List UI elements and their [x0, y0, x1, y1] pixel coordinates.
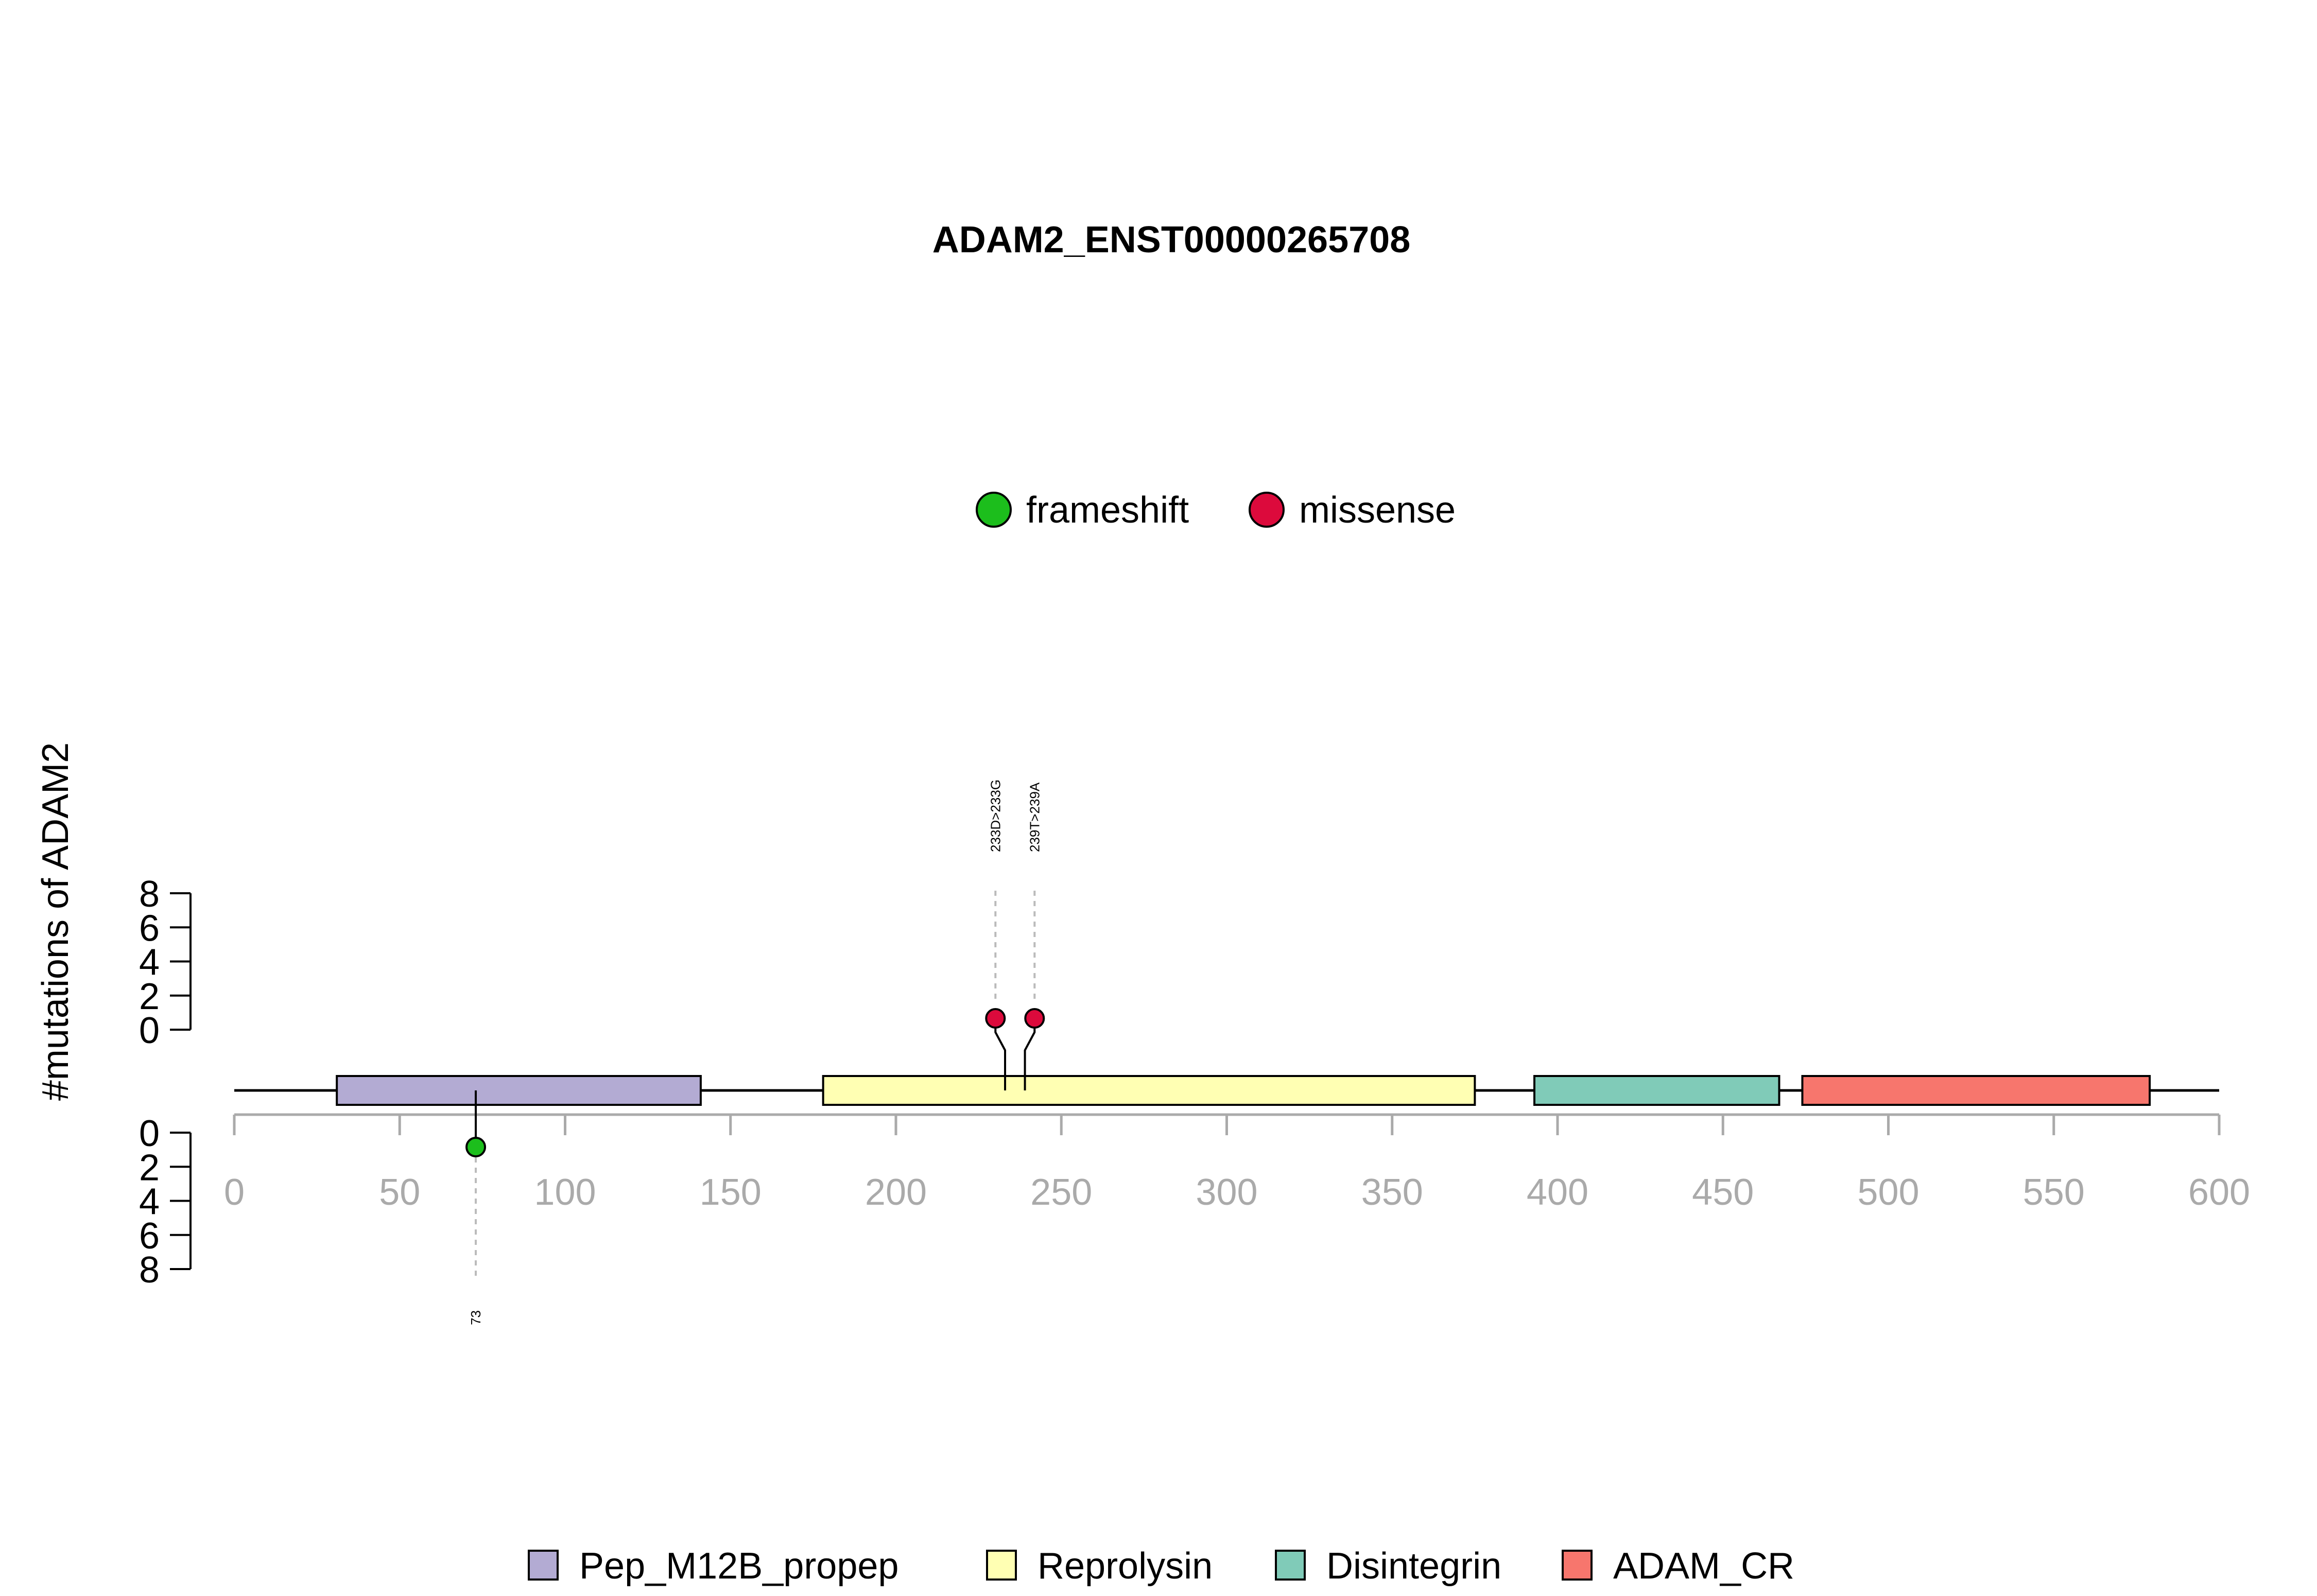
- y-tick-label: 2: [139, 1147, 160, 1188]
- legend-label-pep-m12b-propep: Pep_M12B_propep: [579, 1546, 898, 1587]
- legend-swatch-disintegrin: [1275, 1550, 1306, 1581]
- mutation-239T>239A: 239T>239A: [1024, 782, 1045, 1090]
- mutation-head: [1024, 1008, 1045, 1029]
- domain-disintegrin: [1533, 1075, 1780, 1106]
- x-axis: 0 50 100 150 200 250 300 350 400 450 500 550 600: [224, 1113, 2250, 1213]
- domain-legend: Pep_M12B_propep Reprolysin Disintegrin A…: [528, 1546, 1794, 1587]
- x-tick-label: 500: [1857, 1172, 1919, 1213]
- y-tick-label: 8: [139, 874, 160, 915]
- x-tick-label: 350: [1361, 1172, 1423, 1213]
- mutation-head: [465, 1137, 487, 1157]
- legend-swatch-pep-m12b-propep: [528, 1550, 559, 1581]
- y-tick-label: 4: [139, 942, 160, 983]
- domain-adam-cr: [1801, 1075, 2151, 1106]
- y-tick-label: 2: [139, 976, 160, 1017]
- x-tick-label: 200: [865, 1172, 927, 1213]
- y-tick-label: 6: [139, 1216, 160, 1257]
- y-tick-label: 8: [139, 1250, 160, 1291]
- protein-domains: [336, 1075, 2151, 1106]
- y-tick-label: 4: [139, 1182, 160, 1223]
- mutation-233D>233G: 233D>233G: [985, 779, 1007, 1090]
- mutation-73: 73: [465, 1090, 487, 1325]
- x-tick-label: 150: [700, 1172, 762, 1213]
- mutation-label: 239T>239A: [1027, 782, 1042, 852]
- legend-swatch-adam-cr: [1562, 1550, 1593, 1581]
- x-tick-label: 400: [1527, 1172, 1588, 1213]
- legend-marker-frameshift: [976, 492, 1012, 528]
- x-tick-label: 250: [1030, 1172, 1092, 1213]
- domain-reprolysin: [822, 1075, 1476, 1106]
- y-axis-label: #mutations of ADAM2: [35, 742, 76, 1101]
- legend-label-adam-cr: ADAM_CR: [1613, 1546, 1794, 1587]
- mutation-head: [985, 1008, 1006, 1029]
- mutation-label: 73: [468, 1310, 483, 1325]
- legend-label-disintegrin: Disintegrin: [1326, 1546, 1501, 1587]
- chart-title: ADAM2_ENST00000265708: [932, 219, 1411, 261]
- x-tick-label: 100: [534, 1172, 596, 1213]
- mutation-type-legend: frameshift missense: [976, 490, 1456, 531]
- x-tick-label: 550: [2023, 1172, 2085, 1213]
- mutation-label: 233D>233G: [988, 779, 1003, 852]
- domain-pep-m12b-propep: [336, 1075, 702, 1106]
- x-tick-label: 300: [1196, 1172, 1257, 1213]
- legend-marker-missense: [1249, 492, 1285, 528]
- x-tick-label: 50: [379, 1172, 420, 1213]
- x-tick-label: 600: [2188, 1172, 2250, 1213]
- legend-swatch-reprolysin: [986, 1550, 1017, 1581]
- x-tick-label: 0: [224, 1172, 245, 1213]
- legend-label-frameshift: frameshift: [1026, 490, 1189, 531]
- y-tick-label: 0: [139, 1010, 160, 1051]
- legend-label-missense: missense: [1299, 490, 1456, 531]
- legend-label-reprolysin: Reprolysin: [1038, 1546, 1213, 1587]
- y-tick-label: 6: [139, 908, 160, 949]
- y-tick-label: 0: [139, 1113, 160, 1154]
- x-tick-label: 450: [1692, 1172, 1754, 1213]
- mutation-lollipops: 233D>233G 239T>239A 73: [465, 779, 1045, 1325]
